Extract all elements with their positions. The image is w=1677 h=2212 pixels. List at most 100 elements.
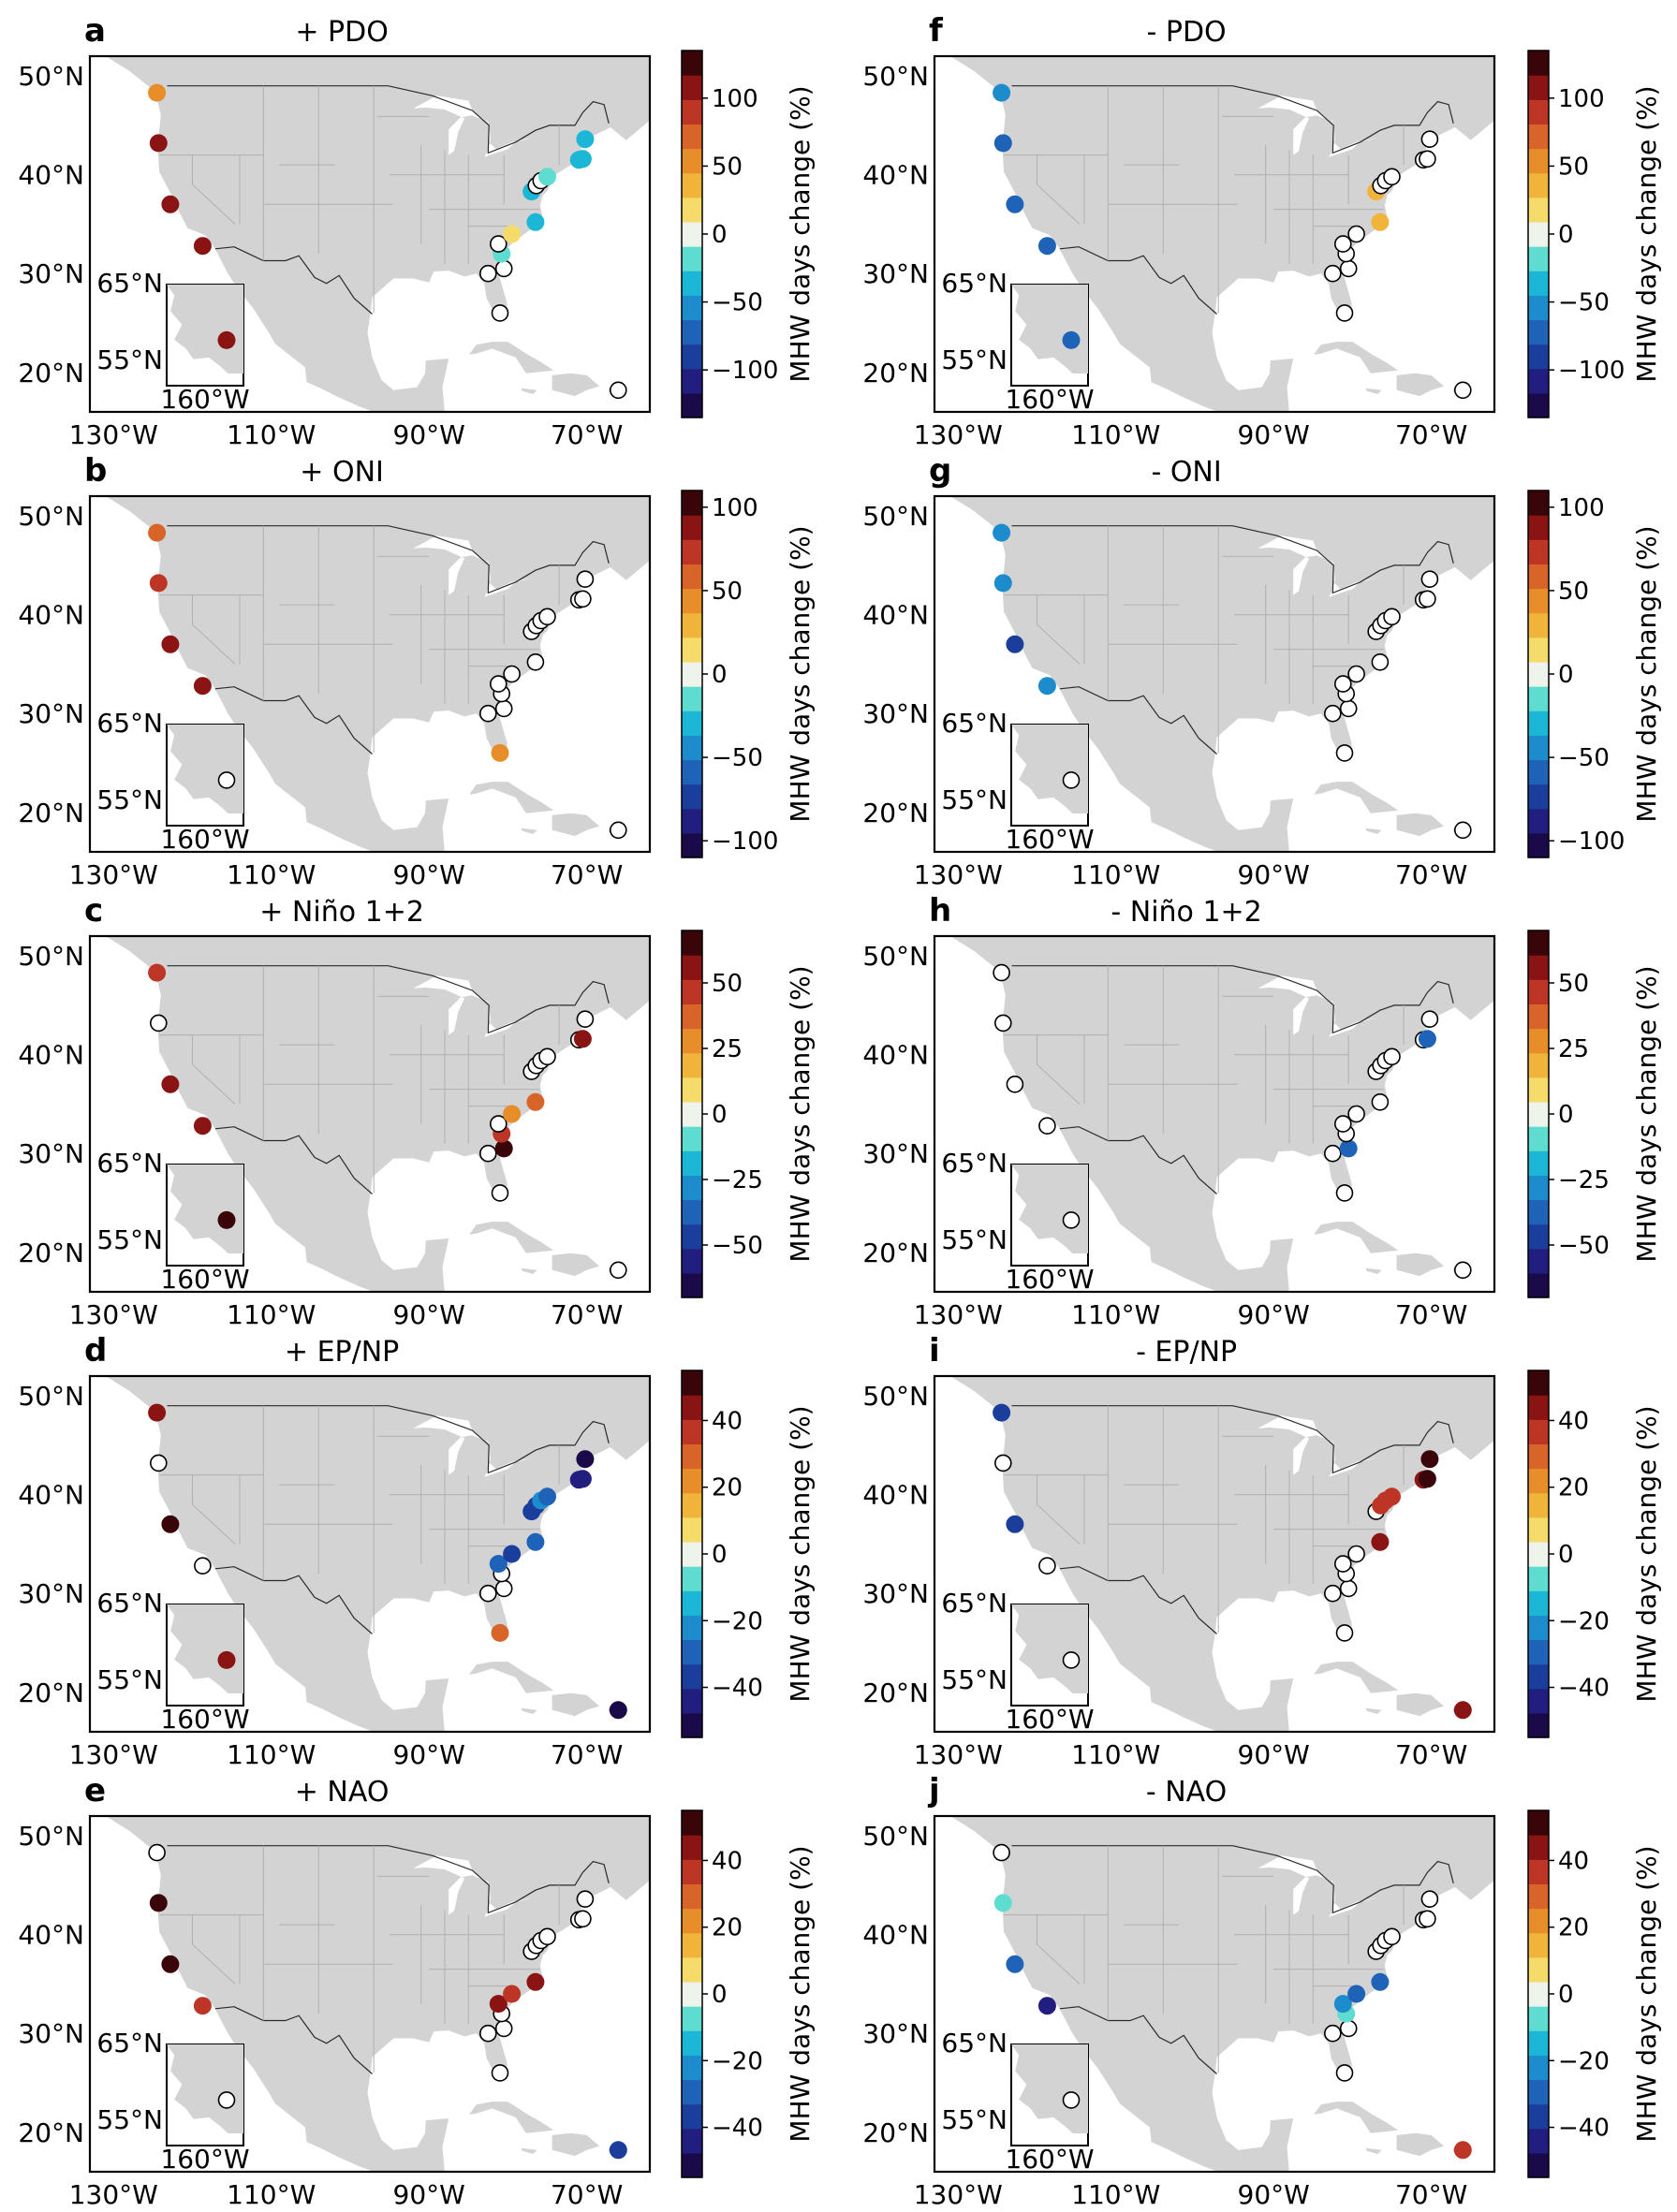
lat-tick-label: 40°N: [18, 1040, 84, 1071]
colorbar-tick-label: −40: [1558, 2115, 1610, 2143]
colorbar-tick-label: 20: [1558, 1474, 1589, 1502]
island: [1314, 342, 1399, 374]
colorbar-segment: [682, 1541, 702, 1567]
colorbar-segment: [1528, 1883, 1549, 1910]
colorbar: 40 20 0 −20 −40 MHW days change (%): [1527, 1370, 1662, 1738]
inset-lat-high: 65°N: [96, 1588, 163, 1619]
island: [469, 1662, 554, 1693]
colorbar-segment: [1528, 1981, 1549, 2007]
colorbar-segment: [1528, 759, 1549, 785]
colorbar-segment: [1528, 491, 1549, 516]
colorbar-segment: [1528, 1370, 1549, 1396]
site-marker-hollow: [609, 381, 627, 400]
colorbar-segment: [682, 710, 702, 736]
state-border: [1037, 154, 1081, 225]
colorbar-segment: [1528, 1590, 1549, 1616]
map-frame: [933, 54, 1496, 414]
island: [1396, 2132, 1445, 2157]
colorbar-segment: [682, 2152, 702, 2178]
colorbar-tick-label: 40: [712, 1847, 743, 1875]
colorbar-segment: [1528, 1688, 1549, 1714]
site-marker-hollow: [574, 1910, 592, 1928]
colorbar-segment: [682, 1199, 702, 1225]
lon-tick-label: 90°W: [393, 859, 465, 890]
inset-lon: 160°W: [1005, 1704, 1094, 1735]
colorbar-segment: [682, 955, 702, 980]
state-border: [192, 154, 236, 225]
country-border: [1011, 525, 1454, 594]
country-border: [1059, 1126, 1217, 1194]
colorbar-segment: [1528, 197, 1549, 223]
site-marker: [993, 1403, 1011, 1422]
site-marker-hollow: [609, 1261, 627, 1280]
colorbar-segment: [682, 1712, 702, 1738]
inset-lon: 160°W: [1005, 384, 1094, 415]
state-border: [1037, 1474, 1081, 1545]
site-marker: [491, 1623, 509, 1642]
lon-tick-label: 130°W: [69, 2179, 158, 2210]
colorbar-segment: [682, 51, 702, 76]
site-marker-hollow: [1383, 168, 1401, 186]
colorbar-segment: [1528, 1639, 1549, 1665]
colorbar-segment: [682, 1615, 702, 1641]
alaska-land: [1011, 285, 1088, 374]
colorbar-segment: [682, 1566, 702, 1591]
lon-tick-label: 70°W: [1395, 2179, 1467, 2210]
colorbar-segment: [1528, 710, 1549, 736]
state-border: [1037, 1914, 1081, 1985]
alaska-land: [1011, 1165, 1088, 1253]
site-marker: [1453, 1701, 1472, 1720]
site-marker: [494, 1139, 513, 1158]
colorbar-segment: [1528, 1003, 1549, 1030]
colorbar-segment: [682, 1981, 702, 2007]
colorbar-segment: [682, 2030, 702, 2056]
colorbar-segment: [1528, 1077, 1549, 1103]
colorbar-segment: [1528, 2055, 1549, 2081]
site-marker-hollow: [576, 1010, 595, 1028]
colorbar-segment: [1528, 1443, 1549, 1470]
colorbar-segment: [1528, 784, 1549, 810]
site-marker-hollow: [1419, 150, 1436, 168]
site-marker-hollow: [150, 1454, 168, 1472]
site-marker-hollow: [489, 1115, 508, 1133]
lon-tick-label: 130°W: [914, 859, 1003, 890]
colorbar-segment: [682, 75, 702, 100]
panel-title: + ONI: [300, 456, 384, 489]
lat-tick-label: 20°N: [18, 1677, 84, 1708]
island: [1365, 828, 1382, 834]
site-marker-hollow: [1454, 821, 1472, 840]
site-marker-hollow: [1324, 264, 1342, 283]
lon-tick-label: 90°W: [1238, 2179, 1310, 2210]
island: [1314, 782, 1399, 813]
colorbar-segment: [1528, 661, 1549, 687]
island: [521, 828, 537, 834]
land-mass: [105, 1816, 650, 2172]
panel-e: e + NAO 50°N 40°N 30°N 20°N 130°W 110°W 90°W 70°W…: [18, 1772, 816, 2210]
island: [1365, 1267, 1382, 1274]
inset-lat-low: 55°N: [941, 1224, 1008, 1255]
colorbar-segment: [682, 686, 702, 711]
lat-tick-label: 20°N: [862, 2117, 929, 2148]
site-marker-hollow: [1335, 1184, 1354, 1202]
lon-tick-label: 130°W: [914, 1299, 1003, 1330]
site-marker: [609, 1701, 627, 1720]
lat-tick-label: 50°N: [862, 61, 929, 92]
lat-tick-label: 30°N: [862, 1578, 929, 1609]
colorbar-segment: [682, 784, 702, 810]
inset-lon: 160°W: [160, 1704, 249, 1735]
island: [1396, 1692, 1445, 1717]
site-marker-hollow: [1335, 304, 1354, 322]
colorbar-segment: [682, 1492, 702, 1518]
inset-lat-high: 65°N: [96, 2028, 163, 2058]
site-marker-hollow: [1419, 590, 1436, 608]
site-marker-hollow: [494, 259, 513, 278]
colorbar-segment: [1528, 295, 1549, 321]
country-border: [167, 525, 610, 594]
colorbar-tick-label: −50: [1558, 289, 1610, 317]
colorbar-segment: [1528, 1468, 1549, 1494]
colorbar-segment: [1528, 686, 1549, 711]
colorbar-segment: [1528, 1395, 1549, 1420]
colorbar-tick-label: −25: [712, 1166, 763, 1194]
lat-tick-label: 40°N: [18, 1480, 84, 1511]
site-marker-hollow: [1347, 225, 1365, 243]
